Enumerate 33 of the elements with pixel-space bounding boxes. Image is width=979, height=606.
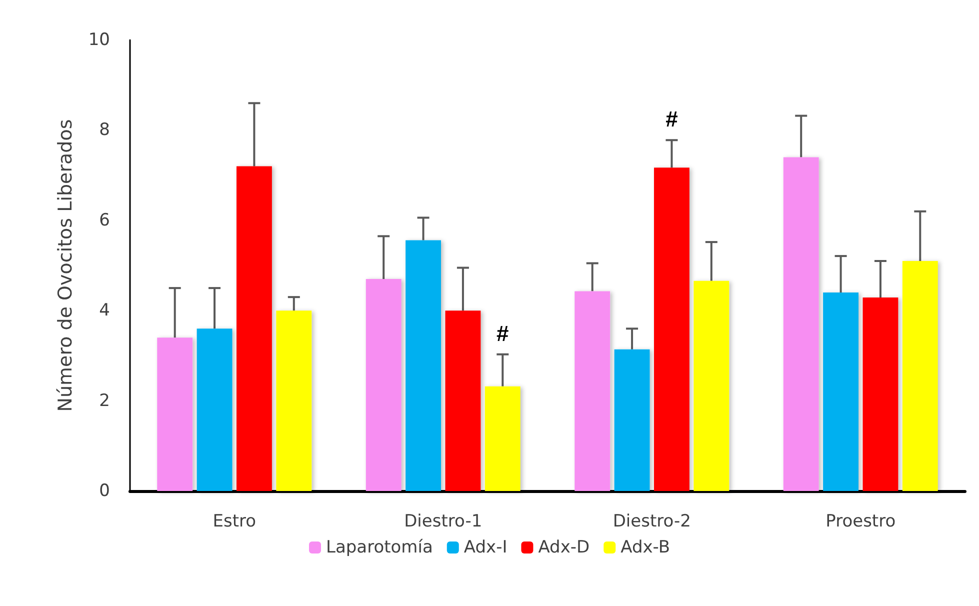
annotation: #	[666, 106, 678, 132]
bar	[196, 328, 232, 491]
bar	[783, 157, 819, 491]
bar	[694, 280, 730, 491]
legend-label: Adx-B	[620, 538, 670, 558]
bar	[236, 166, 272, 491]
y-tick-label: 0	[99, 481, 110, 501]
y-tick-label: 10	[88, 30, 110, 50]
bar	[902, 260, 938, 491]
bar	[862, 298, 898, 491]
y-tick-label: 8	[99, 120, 110, 140]
bar	[445, 310, 481, 491]
bar	[484, 386, 520, 491]
bar	[366, 279, 402, 491]
bar	[276, 310, 312, 491]
y-tick-label: 6	[99, 210, 110, 230]
bar	[614, 349, 650, 491]
bar	[406, 240, 441, 491]
y-tick-label: 4	[99, 300, 110, 321]
bar	[157, 338, 193, 491]
x-tick-label: Diestro-1	[404, 512, 482, 532]
bar	[823, 292, 858, 491]
legend-label: Laparotomía	[326, 538, 433, 558]
legend-label: Adx-D	[538, 538, 590, 558]
annotation: #	[496, 320, 509, 346]
y-axis-title: Número de Ovocitos Liberados	[54, 119, 76, 412]
x-tick-label: Estro	[212, 512, 256, 532]
x-tick-label: Proestro	[826, 512, 896, 532]
legend-label: Adx-I	[464, 538, 508, 558]
x-tick-label: Diestro-2	[612, 512, 691, 532]
bar	[574, 291, 610, 491]
bar	[654, 168, 690, 491]
y-tick-label: 2	[99, 390, 110, 411]
